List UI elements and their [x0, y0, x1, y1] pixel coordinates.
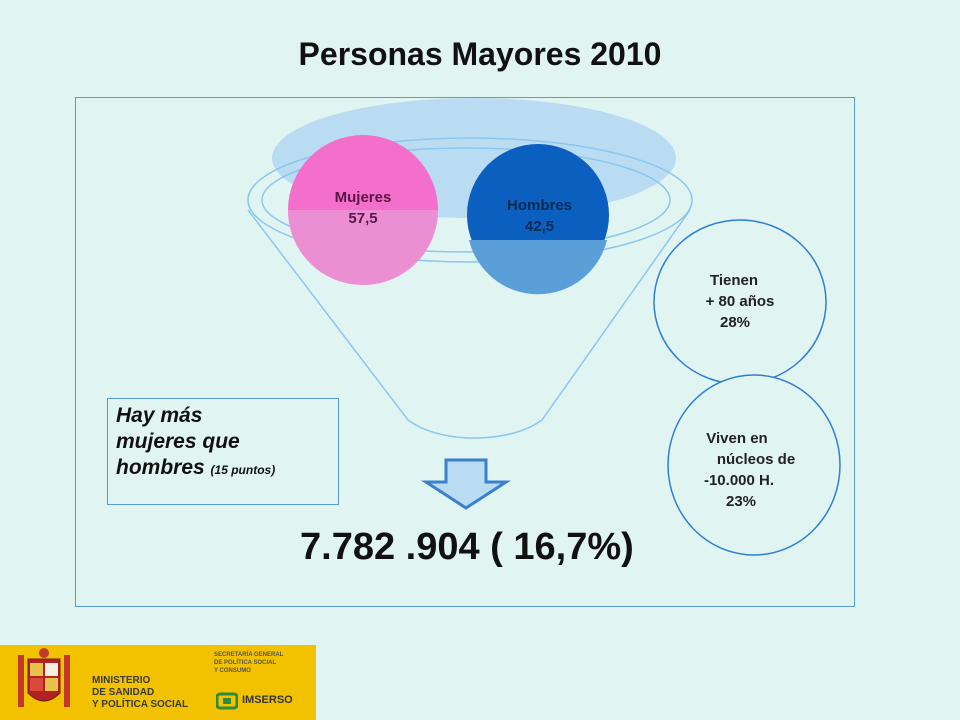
hombres-name: Hombres — [506, 197, 573, 214]
mayores-80-line2: + 80 años — [705, 293, 775, 310]
note-line3-row: hombres (15 puntos) — [116, 455, 330, 483]
imserso-text: IMSERSO — [242, 694, 293, 706]
note-line3: hombres — [116, 456, 205, 479]
funnel-rim-inner — [261, 147, 671, 253]
nucleos-line3: -10.000 H. — [703, 472, 775, 489]
total-value: 7.782 .904 ( 16,7%) — [300, 526, 634, 568]
page-title: Personas Mayores 2010 — [298, 36, 662, 72]
ministry-logo: MINISTERIO DE SANIDAD Y POLÍTICA SOCIAL — [0, 645, 208, 720]
nucleos-line1: Viven en — [706, 430, 768, 447]
mujeres-value: 57,5 — [348, 210, 378, 227]
nucleos-label: Viven en núcleos de -10.000 H. 23% — [682, 428, 812, 512]
secretaria-line3: Y CONSUMO — [214, 668, 251, 674]
nucleos-line2: núcleos de — [716, 451, 796, 468]
mujeres-label: Mujeres 57,5 — [318, 187, 408, 229]
ministry-line2: DE SANIDAD — [92, 687, 155, 698]
note-box: Hay más mujeres que hombres (15 puntos) — [107, 398, 339, 505]
footer-logos: MINISTERIO DE SANIDAD Y POLÍTICA SOCIAL … — [0, 645, 960, 720]
hombres-value: 42,5 — [524, 218, 555, 235]
secretaria-line1: SECRETARÍA GENERAL — [214, 652, 284, 658]
hombres-label: Hombres 42,5 — [492, 195, 587, 237]
secretaria-line2: DE POLÍTICA SOCIAL — [214, 660, 277, 666]
mayores-80-line1: Tienen — [709, 272, 759, 289]
funnel-rim-outer — [247, 137, 693, 263]
coat-of-arms-icon — [18, 648, 70, 707]
note-line1: Hay más — [116, 404, 203, 427]
imserso-icon — [216, 692, 238, 710]
ministry-line1: MINISTERIO — [92, 675, 151, 686]
down-arrow-icon — [420, 458, 512, 510]
note-line2: mujeres que — [116, 430, 240, 453]
note-small: (15 puntos) — [210, 463, 276, 477]
diagram-frame — [75, 97, 855, 607]
imserso-logo: SECRETARÍA GENERAL DE POLÍTICA SOCIAL Y … — [208, 645, 316, 720]
mayores-80-line3: 28% — [719, 314, 751, 331]
circle-nucleos — [667, 374, 841, 556]
ministry-line3: Y POLÍTICA SOCIAL — [92, 699, 189, 710]
funnel-body — [247, 209, 691, 439]
mujeres-name: Mujeres — [334, 189, 392, 206]
nucleos-line4: 23% — [725, 493, 757, 510]
mayores-80-label: Tienen + 80 años 28% — [680, 270, 800, 333]
hombres-lower-shade — [469, 240, 607, 295]
mujeres-lower-shade — [288, 210, 438, 285]
